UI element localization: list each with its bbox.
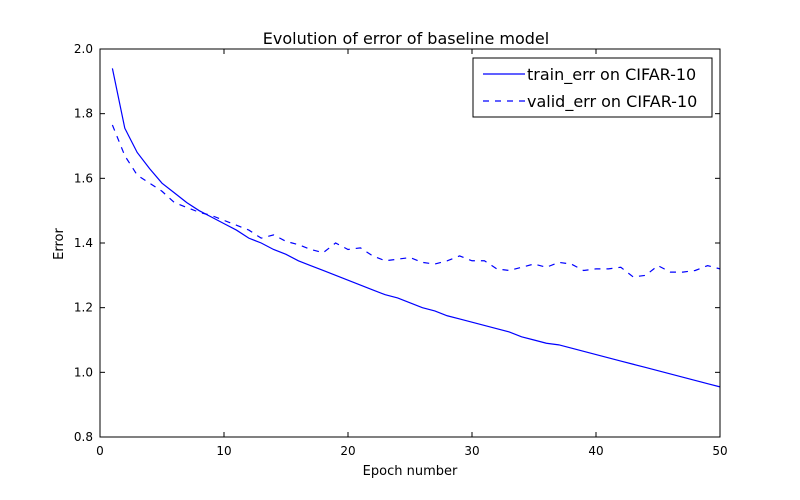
legend-box (472, 57, 713, 118)
x-tick-label: 50 (712, 444, 727, 458)
x-tick-label: 10 (216, 444, 231, 458)
x-axis-label: Epoch number (363, 464, 458, 479)
y-tick-label: 1.4 (74, 236, 93, 250)
x-tick-label: 0 (96, 444, 104, 458)
legend: train_err on CIFAR-10 valid_err on CIFAR-… (472, 57, 713, 118)
legend-label-valid-err: valid_err on CIFAR-10 (527, 92, 697, 112)
y-tick-label: 1.8 (74, 107, 93, 121)
legend-label-train-err: train_err on CIFAR-10 (527, 65, 696, 85)
y-tick-label: 0.8 (74, 430, 93, 444)
x-tick-label: 30 (464, 444, 479, 458)
series-line-valid-err (111, 124, 721, 278)
y-tick-label: 1.2 (74, 301, 93, 315)
x-tick-label: 40 (588, 444, 603, 458)
plot-area: 0 10 20 30 40 50 0.8 1.0 1.2 1.4 1.6 1.8 2.0 (74, 42, 728, 458)
y-tick-label: 1.6 (74, 171, 93, 185)
y-tick-label: 2.0 (74, 42, 93, 56)
chart-title: Evolution of error of baseline model (263, 29, 549, 48)
y-tick-label: 1.0 (74, 365, 93, 379)
x-tick-label: 20 (340, 444, 355, 458)
series-line-train-err (111, 68, 721, 388)
y-axis-label: Error (52, 228, 67, 260)
